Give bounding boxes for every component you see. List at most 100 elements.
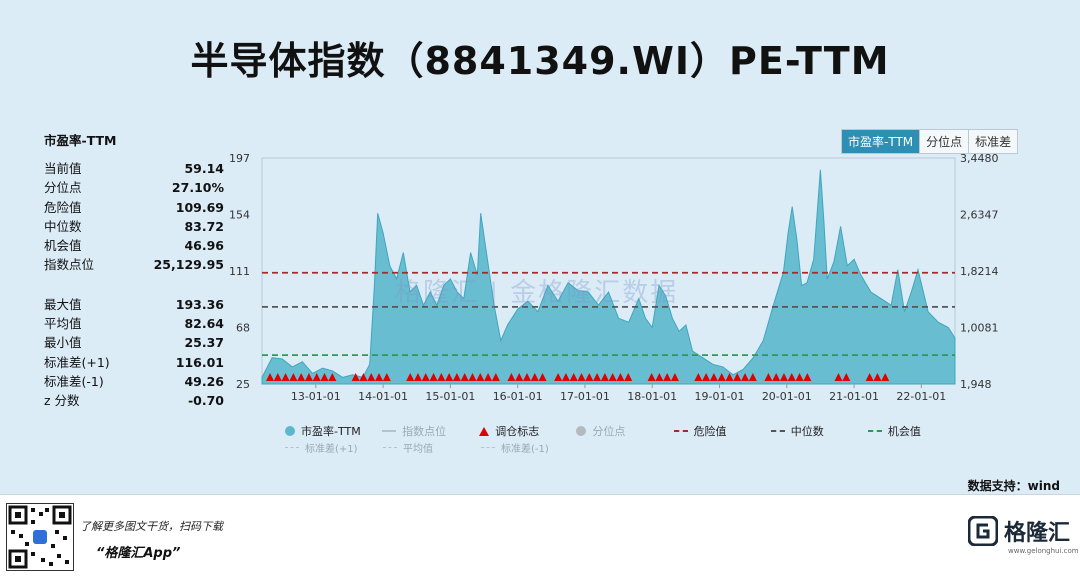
rebalance-marker <box>663 373 672 381</box>
rebalance-marker <box>616 373 625 381</box>
legend-item-std-plus[interactable]: 标准差(+1) <box>285 440 383 455</box>
stat-label: 机会值 <box>44 238 82 254</box>
stat-value: 25,129.95 <box>153 257 224 273</box>
y-left-tick-label: 25 <box>236 378 250 391</box>
rebalance-marker <box>484 373 493 381</box>
stats-header: 市盈率-TTM <box>44 133 117 148</box>
rebalance-marker <box>569 373 578 381</box>
stat-label: 标准差(-1) <box>44 373 104 389</box>
stat-value: 82.64 <box>184 316 224 332</box>
stat-value: 193.36 <box>175 296 224 312</box>
footer <box>0 494 1080 576</box>
legend-label: 危险值 <box>693 425 727 438</box>
rebalance-marker <box>445 373 454 381</box>
stat-value: 49.26 <box>184 373 224 389</box>
logo-icon <box>968 516 998 546</box>
stat-label: 平均值 <box>44 316 82 332</box>
y-left-tick-label: 154 <box>229 209 250 222</box>
rebalance-marker <box>273 373 282 381</box>
logo-text: 格隆汇 <box>1004 521 1071 546</box>
rebalance-marker <box>733 373 742 381</box>
stat-label: 最大值 <box>44 296 82 312</box>
rebalance-marker <box>297 373 306 381</box>
rebalance-marker <box>779 373 788 381</box>
rebalance-marker <box>834 373 843 381</box>
stat-row-median: 中位数 83.72 <box>44 217 224 236</box>
rebalance-marker <box>328 373 337 381</box>
x-tick-label: 18-01-01 <box>627 390 677 403</box>
rebalance-marker <box>304 373 313 381</box>
stat-row-mean: 平均值 82.64 <box>44 314 224 333</box>
tab-std[interactable]: 标准差 <box>968 130 1017 153</box>
footer-app-name: “格隆汇App” <box>96 546 181 561</box>
legend-item-danger[interactable]: 危险值 <box>673 423 771 439</box>
legend-item-pe[interactable]: 市盈率-TTM <box>285 423 382 439</box>
rebalance-marker <box>624 373 633 381</box>
pe-area-series <box>261 169 956 385</box>
rebalance-marker <box>608 373 617 381</box>
stat-label: z 分数 <box>44 393 80 409</box>
stat-value: 46.96 <box>184 238 224 254</box>
stat-label: 当前值 <box>44 161 82 176</box>
rebalance-marker <box>413 373 422 381</box>
rebalance-marker <box>803 373 812 381</box>
rebalance-marker <box>787 373 796 381</box>
rebalance-marker <box>530 373 539 381</box>
rebalance-marker <box>491 373 500 381</box>
legend-item-opportunity[interactable]: 机会值 <box>867 423 965 439</box>
tab-pe-ttm[interactable]: 市盈率-TTM <box>842 130 920 153</box>
x-tick-label: 20-01-01 <box>762 390 812 403</box>
x-tick-label: 14-01-01 <box>358 390 408 403</box>
legend-item-std-minus[interactable]: 标准差(-1) <box>481 440 579 455</box>
rebalance-marker <box>694 373 703 381</box>
chart-legend: 市盈率-TTM 指数点位 调仓标志 分位点 危险值 中位数 机会值 标准差(+1… <box>285 421 965 455</box>
rebalance-marker <box>881 373 890 381</box>
stat-row-index-level: 指数点位 25,129.95 <box>44 255 224 274</box>
legend-item-rebalance[interactable]: 调仓标志 <box>479 423 576 439</box>
legend-dash-icon <box>481 446 495 448</box>
watermark: 格隆汇 | 金格隆汇数据 <box>395 278 679 308</box>
x-tick-label: 21-01-01 <box>829 390 879 403</box>
rebalance-marker <box>375 373 384 381</box>
rebalance-marker <box>865 373 874 381</box>
legend-item-percentile[interactable]: 分位点 <box>576 423 673 439</box>
legend-dash-icon <box>383 446 397 448</box>
rebalance-marker <box>702 373 711 381</box>
stat-row-danger: 危险值 109.69 <box>44 198 224 217</box>
rebalance-marker <box>476 373 485 381</box>
legend-item-median[interactable]: 中位数 <box>770 423 868 439</box>
footer-tagline: 了解更多图文干货，扫码下载 <box>80 520 223 533</box>
rebalance-marker <box>795 373 804 381</box>
rebalance-marker <box>460 373 469 381</box>
rebalance-marker <box>351 373 360 381</box>
rebalance-marker <box>429 373 438 381</box>
rebalance-marker <box>289 373 298 381</box>
y-right-tick-label: 3,4480 <box>960 152 999 165</box>
rebalance-marker <box>577 373 586 381</box>
legend-label: 指数点位 <box>402 425 447 438</box>
rebalance-marker <box>764 373 773 381</box>
stat-value: 109.69 <box>175 199 224 215</box>
tab-percentile[interactable]: 分位点 <box>919 130 968 153</box>
stat-label: 最小值 <box>44 335 82 351</box>
stat-value: 59.14 <box>184 161 224 176</box>
rebalance-marker <box>593 373 602 381</box>
legend-item-index[interactable]: 指数点位 <box>382 423 479 439</box>
y-right-tick-label: 2,6347 <box>960 209 999 222</box>
stat-row-min: 最小值 25.37 <box>44 333 224 352</box>
legend-dot-icon <box>285 426 295 436</box>
stat-label: 标准差(+1) <box>44 354 110 370</box>
rebalance-marker <box>266 373 274 381</box>
legend-item-mean[interactable]: 平均值 <box>383 440 481 455</box>
y-right-tick-label: 1,0081 <box>960 322 999 335</box>
y-right-tick-label: 1,948 <box>960 378 992 391</box>
rebalance-marker <box>515 373 524 381</box>
stat-row-zscore: z 分数 -0.70 <box>44 391 224 410</box>
stat-label: 指数点位 <box>44 257 95 273</box>
stat-row-std-minus: 标准差(-1) 49.26 <box>44 372 224 391</box>
stat-label: 危险值 <box>44 199 82 215</box>
x-tick-label: 15-01-01 <box>425 390 475 403</box>
rebalance-marker <box>717 373 726 381</box>
rebalance-marker <box>748 373 757 381</box>
rebalance-marker <box>561 373 570 381</box>
